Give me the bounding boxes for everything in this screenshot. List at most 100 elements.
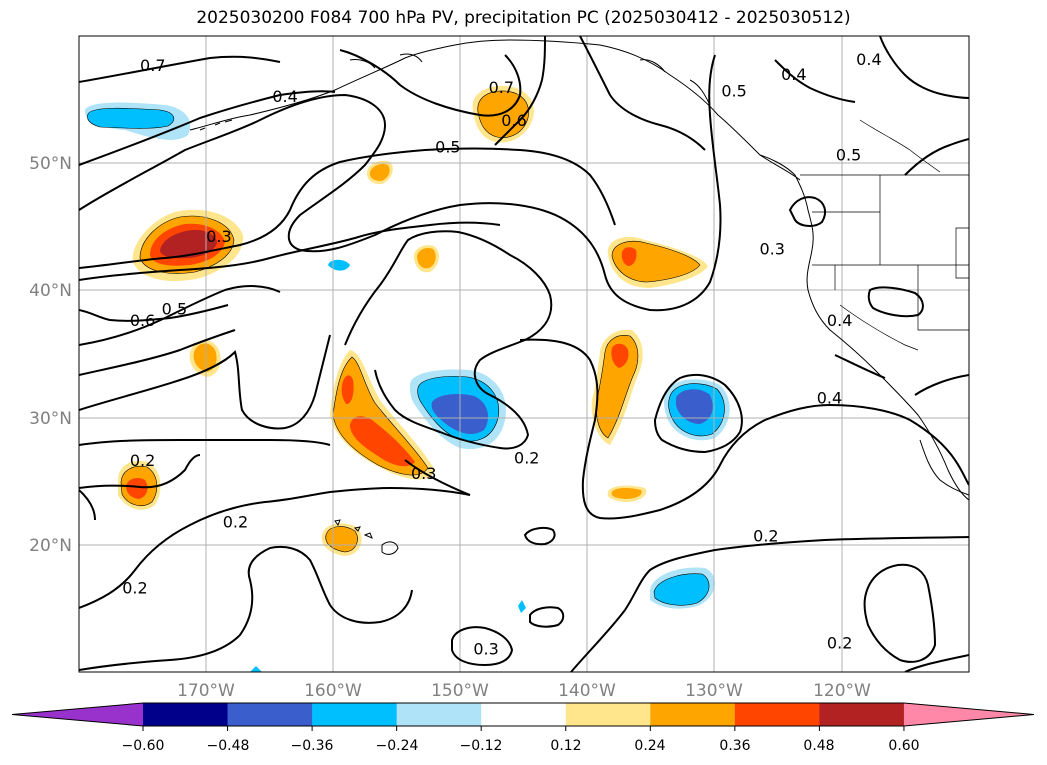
precip-anomaly-positive [366, 160, 393, 185]
map-title: 2025030200 F084 700 hPa PV, precipitatio… [196, 8, 851, 28]
pv-contour [788, 196, 827, 227]
pv-contour [914, 374, 969, 396]
colorbar-tick-label: −0.48 [207, 738, 250, 754]
contour-label: 0.3 [760, 240, 785, 259]
pv-contour [79, 486, 471, 609]
alaska-border [859, 119, 941, 173]
map-background [79, 36, 969, 672]
pv-contour [79, 55, 281, 83]
pv-contour [774, 59, 856, 103]
lon-label: 130°W [685, 681, 743, 701]
contour-label: 0.5 [836, 145, 861, 164]
contour-label: 0.7 [140, 56, 165, 75]
lon-label: 170°W [177, 681, 235, 701]
canada-coast [759, 154, 814, 251]
pv-contour [79, 304, 229, 322]
pv-contour [529, 606, 565, 628]
colorbar-tick-label: −0.60 [122, 738, 165, 754]
precip-anomaly-positive [330, 350, 435, 480]
contour-label: 0.5 [435, 138, 460, 157]
colorbar-tick-label: 0.36 [719, 738, 750, 754]
lon-label: 160°W [304, 681, 362, 701]
pv-contour [79, 221, 501, 281]
colorbar-tick-label: 0.60 [888, 738, 919, 754]
pv-contour [519, 338, 969, 520]
contour-label: 0.2 [514, 449, 539, 468]
pv-contour [79, 545, 413, 671]
baja-coast [919, 439, 969, 496]
aleutian-island [199, 119, 233, 131]
contour-label: 0.4 [781, 65, 806, 84]
contour-label: 0.5 [162, 300, 187, 319]
contour-label: 0.4 [817, 389, 842, 408]
state-line [955, 227, 969, 279]
pv-contour [867, 286, 924, 318]
contour-label: 0.2 [223, 512, 248, 531]
lon-label: 150°W [431, 681, 489, 701]
lat-label: 20°N [29, 536, 72, 556]
pv-contour [79, 438, 331, 446]
colorbar-extend-max [903, 703, 1034, 726]
hawaii-island [363, 532, 373, 539]
precip-anomaly-negative [250, 666, 262, 672]
pv-contours [79, 36, 969, 672]
colorbar-cell [734, 703, 820, 726]
pv-contour [404, 459, 471, 496]
contour-label: 0.6 [501, 111, 526, 130]
colorbar-ticks [142, 726, 905, 731]
contour-label: 0.5 [721, 82, 746, 101]
latitude-labels: 50°N 40°N 30°N 20°N [29, 154, 72, 556]
pv-contour [79, 90, 336, 166]
hawaii-island [334, 519, 341, 527]
alaska-island [349, 53, 711, 106]
precip-anomaly-negative [650, 567, 716, 609]
pv-contour [904, 138, 969, 176]
state-line [917, 265, 969, 331]
us-west-coast [806, 249, 969, 501]
map-frame [78, 35, 970, 673]
pv-contour [494, 36, 546, 146]
colorbar-tick-label: −0.36 [291, 738, 334, 754]
lat-label: 30°N [29, 409, 72, 429]
hawaii-island [353, 526, 361, 532]
colorbar-cell [650, 703, 736, 726]
colorbar-tick-label: −0.24 [376, 738, 419, 754]
contour-label: 0.3 [473, 640, 498, 659]
colorbar-cell [565, 703, 651, 726]
contour-label: 0.2 [122, 579, 147, 598]
precip-anomaly-positive [414, 245, 439, 273]
colorbar-cell [227, 703, 313, 726]
lat-label: 40°N [29, 281, 72, 301]
precip-anomaly-positive [321, 523, 362, 556]
state-line [839, 304, 919, 351]
colorbar-cell [143, 703, 229, 726]
colorbar: −0.60 −0.48 −0.36 −0.24 −0.12 0.12 0.24 … [11, 702, 1035, 754]
contour-label: 0.3 [206, 227, 231, 246]
pv-contour [79, 285, 281, 346]
hawaii-island [381, 541, 399, 555]
contour-label: 0.7 [489, 78, 514, 97]
pv-contour [523, 526, 556, 546]
pv-contour [570, 536, 969, 672]
colorbar-cells [11, 702, 1035, 727]
pv-contour [579, 36, 706, 151]
map-panel: 0.7 0.4 0.7 0.6 0.5 0.3 0.6 0.5 0.3 0.2 0.2 0.2 0.2 0… [78, 35, 970, 673]
pv-contour [904, 654, 969, 672]
colorbar-extend-min [12, 703, 143, 726]
pv-contour [879, 36, 969, 99]
precip-anomaly-negative [84, 102, 191, 140]
pv-contour [79, 54, 722, 312]
colorbar-cell [396, 703, 482, 726]
colorbar-cell [312, 703, 398, 726]
contour-label: 0.2 [827, 633, 852, 652]
colorbar-tick-label: −0.12 [460, 738, 503, 754]
contour-label: 0.2 [753, 526, 778, 545]
alaska-coast [189, 39, 801, 181]
pv-contour [79, 334, 331, 430]
pv-contour [79, 489, 96, 521]
precip-anomaly-positive [591, 329, 643, 445]
pv-contour [344, 230, 553, 450]
pv-contour [451, 626, 514, 667]
longitude-labels: 170°W 160°W 150°W 140°W 130°W 120°W [177, 681, 871, 701]
